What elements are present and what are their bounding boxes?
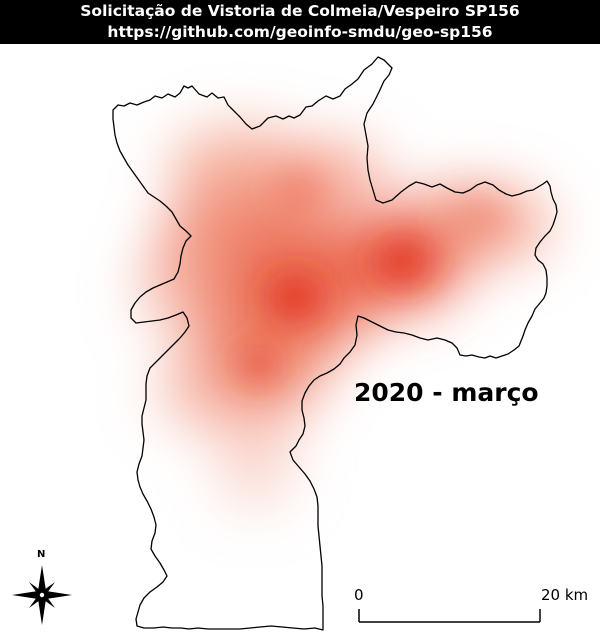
scale-end-label: 20 km: [541, 586, 589, 604]
scale-start-label: 0: [354, 586, 364, 604]
heat-blob: [155, 350, 245, 430]
heatmap-hotspots: [236, 172, 510, 385]
source-url: https://github.com/geoinfo-smdu/geo-sp15…: [107, 23, 493, 41]
heat-hotspot: [275, 172, 325, 208]
heat-hotspot: [236, 345, 280, 385]
heat-hotspot: [450, 197, 510, 233]
heat-blob: [215, 390, 295, 510]
scale-bar: [358, 609, 541, 623]
heat-hotspot: [267, 274, 323, 322]
period-label: 2020 - março: [354, 378, 539, 407]
north-label: N: [37, 549, 46, 560]
heat-blob: [135, 250, 215, 330]
map-header: Solicitação de Vistoria de Colmeia/Vespe…: [0, 0, 600, 44]
compass-rose-icon: [12, 565, 72, 625]
heat-hotspot: [375, 240, 431, 284]
city-boundary: [112, 56, 558, 631]
map-title: Solicitação de Vistoria de Colmeia/Vespe…: [80, 2, 520, 20]
